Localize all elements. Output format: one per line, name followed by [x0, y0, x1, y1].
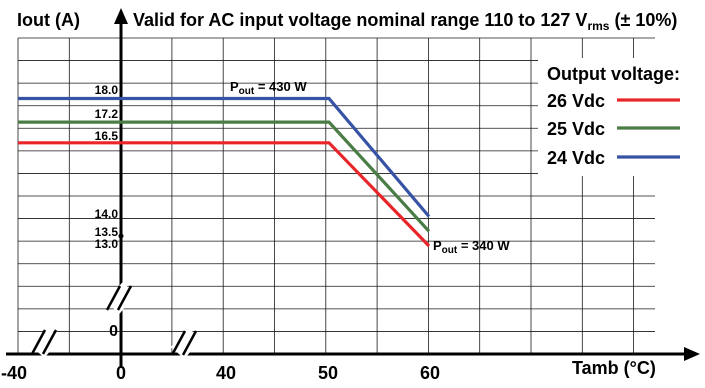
axis-break-stroke — [41, 329, 58, 355]
y-tick-label: 13.5 — [95, 225, 119, 239]
chart-title-sub: rms — [587, 19, 609, 33]
legend-entry-label: 24 Vdc — [547, 148, 605, 168]
axis-break-stroke — [181, 330, 198, 356]
axis-break-stroke — [170, 330, 187, 356]
series-line-25-vdc — [18, 120, 431, 233]
legend-entry-label: 26 Vdc — [547, 91, 605, 111]
x-tick-label: -40 — [1, 363, 27, 383]
legend-title: Output voltage: — [547, 64, 680, 84]
power-annotation: Pout = 430 W — [230, 79, 307, 97]
x-tick-label: 50 — [318, 363, 338, 383]
annotation-tail: = 430 W — [254, 79, 307, 94]
x-axis-break-right — [170, 327, 202, 359]
y-tick-label: 14.0 — [95, 207, 119, 221]
axis-break-stroke — [30, 329, 47, 355]
x-axis-arrow — [684, 347, 700, 361]
axis-break-stroke — [116, 285, 133, 311]
annotation-sub: out — [239, 86, 255, 97]
power-annotation: Pout = 340 W — [433, 238, 510, 256]
annotation-tail: = 340 W — [457, 238, 510, 253]
series-line-24-vdc — [18, 96, 431, 218]
annotation-main: P — [230, 79, 239, 94]
x-axis-label: Tamb (°C) — [572, 358, 656, 378]
legend-entry-label: 25 Vdc — [547, 119, 605, 139]
x-tick-label: 40 — [216, 363, 236, 383]
x-tick-label: 0 — [116, 363, 126, 383]
series-layer — [18, 96, 431, 248]
series-line-26-vdc — [18, 141, 431, 248]
y-axis-label: Iout (A) — [17, 10, 80, 30]
label-layer: 18.0 17.2 16.5 14.0 13.513.0 0 -40 0 40 50 60 Iout … — [1, 10, 677, 383]
x-axis-break-left — [30, 326, 62, 358]
annotation-sub: out — [442, 245, 458, 256]
axis-break-stroke — [105, 285, 122, 311]
y-tick-label: 18.0 — [95, 83, 119, 97]
y-tick-label: 0 — [109, 323, 118, 340]
y-tick-dot — [118, 233, 124, 239]
annotation-main: P — [433, 238, 442, 253]
chart-title-main: Valid for AC input voltage nominal range… — [133, 10, 587, 30]
y-tick-label: 13.0 — [95, 237, 119, 251]
y-axis-arrow — [114, 8, 128, 24]
legend-layer: Output voltage: 26 Vdc 25 Vdc 24 Vdc — [538, 58, 698, 176]
chart-title-tail: (± 10%) — [609, 10, 677, 30]
x-tick-label: 60 — [420, 363, 440, 383]
y-tick-label: 17.2 — [95, 107, 119, 121]
chart-title: Valid for AC input voltage nominal range… — [133, 10, 677, 33]
y-tick-label: 16.5 — [95, 129, 119, 143]
axis-layer — [6, 8, 700, 368]
y-axis-break — [105, 282, 137, 314]
